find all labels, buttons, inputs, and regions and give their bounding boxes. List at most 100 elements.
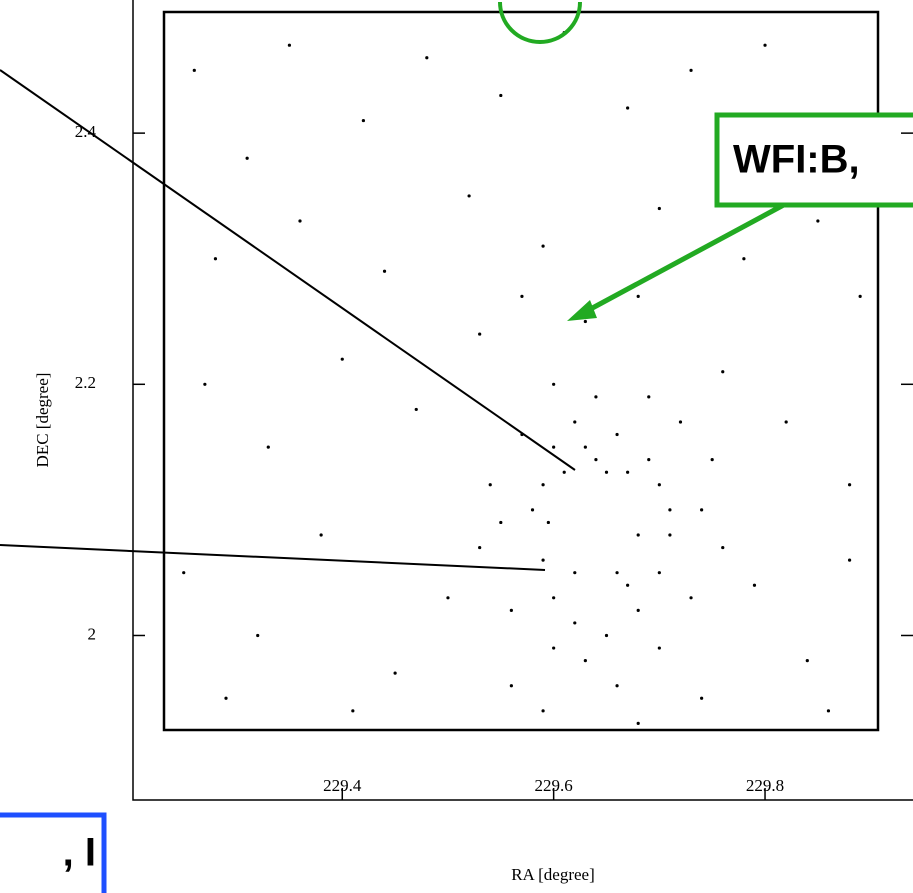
arrow-head [567,300,597,321]
point [700,696,704,700]
point [573,621,577,625]
point [382,269,387,273]
point [583,658,587,663]
point [615,684,619,688]
masked-region [555,492,635,572]
x-tick-label: 229.8 [746,776,784,795]
y-tick-label: 2.2 [75,373,96,392]
point [858,294,862,298]
annotation: , I [63,831,96,875]
point [689,596,693,600]
point [784,420,788,424]
point [636,721,640,725]
point [541,709,545,713]
point [287,43,292,47]
point [541,558,545,562]
point [657,483,661,487]
x-tick-label: 229.4 [323,776,362,795]
point [467,194,471,198]
annotation: WFI:B, [733,138,860,182]
point [340,357,344,361]
x-tick-label: 229.6 [535,776,573,795]
point [647,395,651,399]
y-tick-label: 2.4 [75,122,97,141]
point [256,633,260,638]
point [626,106,630,110]
point [847,558,852,562]
point [657,571,661,575]
point [425,56,429,60]
point [700,508,704,512]
point [816,219,820,223]
point [742,257,746,261]
point [636,533,640,537]
point [678,420,683,424]
point [668,508,672,512]
point [826,709,831,713]
point [594,458,598,462]
point [710,458,714,462]
point [689,68,693,72]
point [583,445,587,449]
point [446,596,450,600]
point [203,382,207,386]
field-outline [162,10,880,732]
point [604,470,609,474]
point [615,432,619,437]
pointer-line [0,69,576,471]
point [562,470,566,474]
plot-frame [132,0,913,801]
annotation-box [714,112,913,208]
point [604,633,609,638]
point [192,68,196,72]
point [657,206,661,211]
annotation-box [0,812,107,893]
point [573,420,577,424]
point [541,244,545,248]
x-axis-label: RA [degree] [511,865,595,884]
point [319,533,323,537]
point [721,370,725,374]
point [393,671,397,675]
point [552,646,556,650]
point [615,571,619,575]
green-circle [498,1,582,44]
point [636,608,640,612]
y-tick-label: 2 [88,624,97,643]
point [668,533,672,537]
point [298,219,302,223]
point [414,407,418,412]
point [636,294,640,298]
pointer-line [0,544,546,571]
point [213,257,218,261]
point [763,43,767,47]
point [499,93,503,98]
point [541,483,545,487]
point [520,294,524,298]
point [573,571,577,575]
point [721,545,725,550]
point [509,684,513,688]
point [805,658,809,663]
point [488,483,492,487]
point [626,583,630,587]
point [647,458,651,462]
point [552,445,556,449]
point [478,332,482,336]
point [245,156,249,160]
point [583,319,587,324]
point [351,709,355,713]
point [552,596,556,600]
point [499,520,503,525]
point [752,583,757,587]
point [361,118,366,123]
point [594,395,598,399]
point [530,508,535,512]
y-axis-label: DEC [degree] [33,373,52,468]
point [847,483,852,487]
point [546,520,550,525]
point [182,571,186,575]
point [478,545,482,550]
point [552,382,556,386]
